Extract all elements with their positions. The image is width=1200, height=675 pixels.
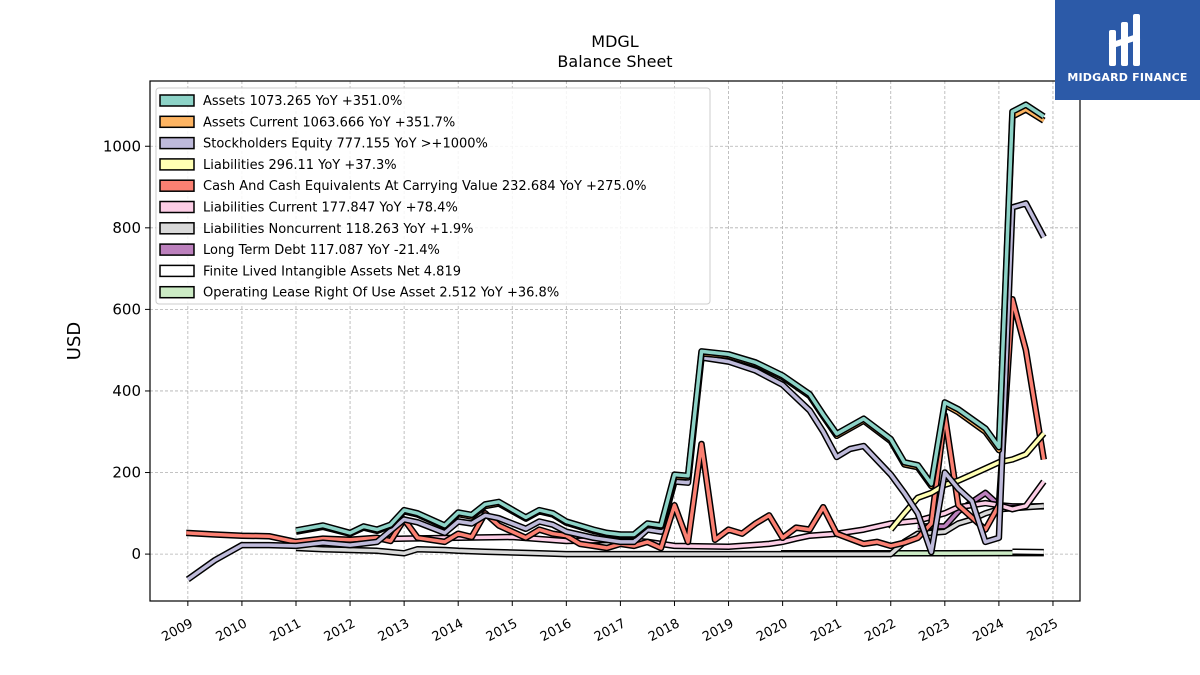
series-line	[295, 504, 1044, 556]
series-lines	[185, 101, 1048, 583]
x-tick-label: 2017	[592, 616, 628, 645]
x-tick-label: 2011	[268, 616, 304, 645]
legend-swatch	[159, 222, 195, 235]
legend-swatch	[159, 115, 195, 129]
x-tick-label: 2014	[430, 616, 466, 645]
x-tick-label: 2018	[646, 616, 682, 645]
legend-entry: Liabilities Current 177.847 YoY +78.4%	[203, 201, 458, 216]
legend-swatch	[159, 94, 195, 107]
x-tick-label: 2025	[1025, 616, 1061, 645]
legend-entry: Assets 1073.265 YoY +351.0%	[203, 94, 402, 109]
series-line	[186, 201, 1046, 581]
x-tick-label: 2012	[322, 616, 358, 645]
legend-swatch	[159, 200, 195, 214]
legend-entry: Assets Current 1063.666 YoY +351.7%	[203, 115, 455, 130]
brand-logo: MIDGARD FINANCE	[1055, 0, 1200, 100]
legend-entry: Liabilities Noncurrent 118.263 YoY +1.9%	[203, 222, 474, 237]
x-tick-label: 2009	[159, 616, 195, 645]
x-axis: 2009 2010 2011 2012 2013 2014 2015 2016 2017 2018…	[159, 601, 1061, 645]
legend-swatch	[159, 158, 195, 171]
legend-swatch	[159, 179, 195, 192]
logo-text: MIDGARD FINANCE	[1067, 71, 1188, 84]
legend-entry: Operating Lease Right Of Use Asset 2.512…	[203, 286, 559, 301]
x-tick-label: 2016	[538, 616, 574, 645]
legend-entry: Long Term Debt 117.087 YoY -21.4%	[203, 243, 440, 258]
y-tick-label: 800	[112, 219, 141, 237]
x-tick-label: 2010	[214, 616, 250, 645]
legend-swatch	[159, 285, 195, 299]
x-tick-label: 2020	[754, 616, 790, 645]
legend-swatch	[159, 264, 195, 278]
x-tick-label: 2021	[808, 616, 844, 645]
plot-frame	[149, 80, 1081, 602]
legend-entry: Cash And Cash Equivalents At Carrying Va…	[203, 179, 646, 194]
x-tick-label: 2022	[862, 616, 898, 645]
legend: Assets 1073.265 YoY +351.0% Assets Curren…	[155, 87, 711, 305]
y-tick-label: 200	[112, 464, 141, 482]
x-tick-label: 2013	[376, 616, 412, 645]
legend-box	[155, 87, 711, 305]
x-tick-label: 2024	[971, 616, 1007, 645]
y-tick-label: 0	[131, 545, 141, 563]
legend-swatch	[159, 243, 195, 256]
y-axis: 0 200 400 600 800 1000	[103, 137, 150, 563]
legend-entry: Liabilities 296.11 YoY +37.3%	[203, 158, 397, 173]
y-tick-label: 1000	[103, 137, 141, 155]
logo-mark-icon	[1108, 14, 1141, 66]
legend-entry: Stockholders Equity 777.155 YoY >+1000%	[203, 137, 488, 152]
chart-subtitle: Balance Sheet	[557, 52, 672, 71]
series-line	[889, 432, 1046, 531]
x-tick-label: 2019	[700, 616, 736, 645]
series-line	[295, 102, 1045, 537]
y-tick-label: 600	[112, 300, 141, 318]
x-tick-label: 2015	[484, 616, 520, 645]
y-tick-label: 400	[112, 382, 141, 400]
x-tick-label: 2023	[916, 616, 952, 645]
legend-swatch	[159, 136, 195, 150]
y-axis-label: USD	[64, 322, 85, 360]
chart-title: MDGL	[591, 32, 639, 51]
legend-entry: Finite Lived Intangible Assets Net 4.819	[203, 264, 461, 279]
